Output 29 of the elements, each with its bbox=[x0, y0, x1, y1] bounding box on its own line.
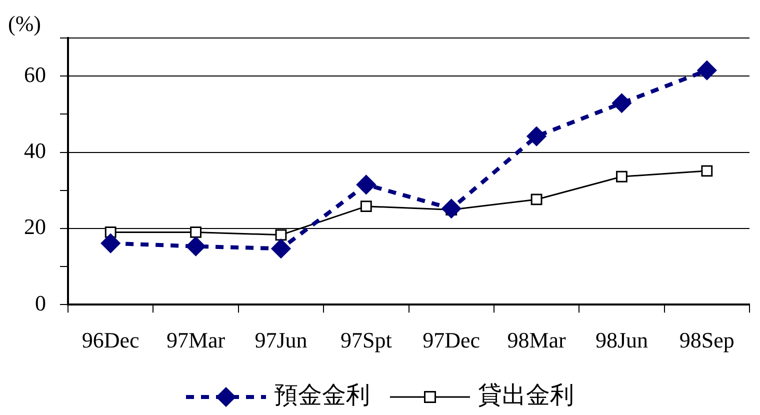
y-tick-label: 0 bbox=[35, 290, 46, 316]
x-tick-label: 98Mar bbox=[507, 328, 567, 353]
x-tick-label: 98Jun bbox=[595, 328, 648, 353]
point bbox=[360, 200, 372, 212]
point bbox=[442, 198, 462, 218]
point bbox=[612, 93, 632, 113]
legend-label: 預金金利 bbox=[274, 381, 370, 410]
point bbox=[526, 126, 546, 146]
point bbox=[100, 234, 120, 254]
y-tick-label: 60 bbox=[24, 62, 46, 87]
point bbox=[616, 170, 628, 182]
y-tick-label: 40 bbox=[24, 138, 46, 164]
legend-label: 貸出金利 bbox=[478, 381, 574, 410]
point bbox=[701, 165, 713, 177]
y-axis-title: (%) bbox=[8, 10, 41, 36]
point bbox=[275, 229, 287, 241]
point bbox=[186, 236, 206, 256]
point bbox=[271, 238, 291, 258]
point bbox=[530, 194, 542, 206]
x-tick-label: 97Jun bbox=[254, 328, 308, 353]
point bbox=[190, 226, 202, 238]
x-tick-label: 97Mar bbox=[166, 328, 226, 353]
x-tick-label: 98Sep bbox=[679, 328, 734, 353]
y-tick-label: 20 bbox=[24, 214, 46, 240]
point bbox=[697, 60, 717, 80]
x-tick-label: 97Dec bbox=[422, 328, 480, 353]
x-tick-label: 96Dec bbox=[82, 328, 140, 353]
x-tick-label: 97Spt bbox=[340, 328, 392, 353]
point bbox=[356, 174, 376, 194]
